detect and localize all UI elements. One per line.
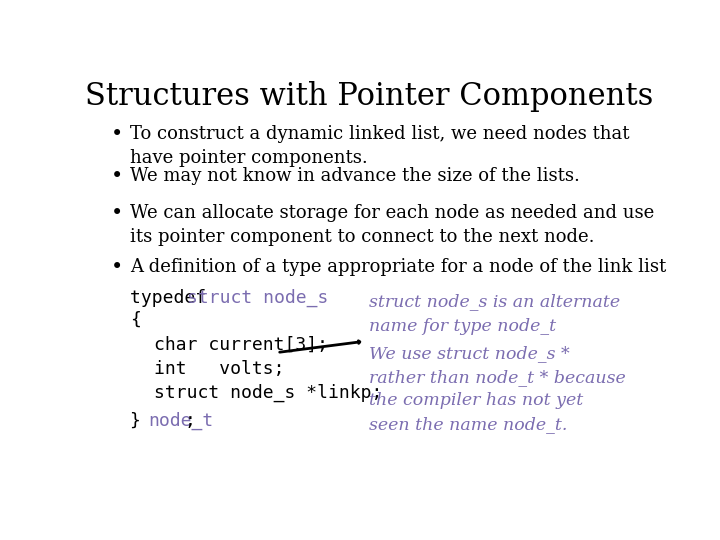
Text: }: }: [130, 412, 152, 430]
Text: To construct a dynamic linked list, we need nodes that
have pointer components.: To construct a dynamic linked list, we n…: [130, 125, 630, 167]
Text: struct node_s: struct node_s: [187, 288, 328, 307]
Text: A definition of a type appropriate for a node of the link list: A definition of a type appropriate for a…: [130, 258, 667, 276]
Text: typedef: typedef: [130, 288, 217, 307]
Text: We use struct node_s *
rather than node_t * because
the compiler has not yet
see: We use struct node_s * rather than node_…: [369, 346, 626, 433]
Text: We may not know in advance the size of the lists.: We may not know in advance the size of t…: [130, 167, 580, 185]
Text: Structures with Pointer Components: Structures with Pointer Components: [85, 82, 653, 112]
Text: struct node_s is an alternate
name for type node_t: struct node_s is an alternate name for t…: [369, 294, 620, 335]
Text: •: •: [111, 258, 123, 277]
Text: We can allocate storage for each node as needed and use
its pointer component to: We can allocate storage for each node as…: [130, 204, 654, 246]
Text: struct node_s *linkp;: struct node_s *linkp;: [154, 384, 382, 402]
Text: {: {: [130, 311, 141, 329]
FancyArrowPatch shape: [279, 341, 360, 352]
Text: •: •: [111, 167, 123, 186]
Text: node_t: node_t: [148, 412, 213, 430]
Text: ;: ;: [185, 412, 196, 430]
Text: int   volts;: int volts;: [154, 360, 284, 378]
Text: •: •: [111, 204, 123, 223]
Text: •: •: [111, 125, 123, 144]
Text: char current[3];: char current[3];: [154, 336, 328, 354]
